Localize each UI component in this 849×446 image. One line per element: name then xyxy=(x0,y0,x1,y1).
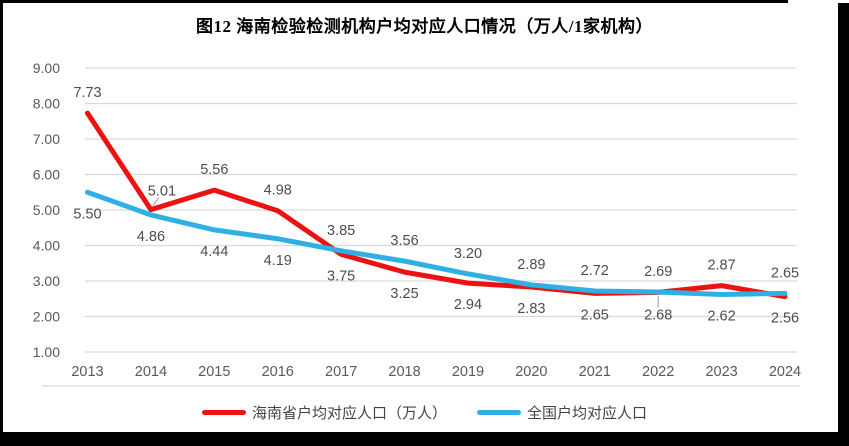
legend-label-hainan: 海南省户均对应人口（万人） xyxy=(251,404,447,422)
data-label-series0: 3.25 xyxy=(390,286,418,302)
data-label-series1: 5.50 xyxy=(73,206,101,222)
y-tick-label: 8.00 xyxy=(33,96,60,112)
chart-title: 图12 海南检验检测机构户均对应人口情况（万人/1家机构） xyxy=(196,17,653,36)
legend-label-national: 全国户均对应人口 xyxy=(527,404,648,422)
x-tick-label: 2021 xyxy=(579,364,611,380)
national-series-swatch-icon xyxy=(477,409,521,415)
x-tick-label: 2016 xyxy=(262,364,294,380)
data-label-series1: 3.56 xyxy=(390,233,418,249)
data-label-series0: 5.01 xyxy=(148,184,176,200)
x-tick-label: 2024 xyxy=(769,364,801,380)
data-label-series0: 3.75 xyxy=(327,268,355,284)
x-tick-label: 2020 xyxy=(515,364,547,380)
x-tick-label: 2015 xyxy=(198,364,230,380)
data-label-series0: 4.98 xyxy=(264,183,292,199)
y-tick-label: 2.00 xyxy=(33,309,60,325)
x-tick-label: 2014 xyxy=(135,364,167,380)
data-label-series0: 2.83 xyxy=(517,301,545,317)
data-label-series0: 2.94 xyxy=(454,297,482,313)
frame-border-right xyxy=(838,3,849,446)
data-label-series1: 3.85 xyxy=(327,223,355,239)
data-label-series1: 4.19 xyxy=(264,253,292,269)
leader-line xyxy=(152,197,160,207)
chart-legend: 海南省户均对应人口（万人） 全国户均对应人口 xyxy=(0,400,849,424)
frame-border-bottom xyxy=(0,432,849,446)
x-tick-label: 2013 xyxy=(71,364,103,380)
data-label-series1: 2.65 xyxy=(771,265,799,281)
y-tick-label: 7.00 xyxy=(33,131,60,147)
x-tick-label: 2018 xyxy=(388,364,420,380)
y-tick-label: 5.00 xyxy=(33,202,60,218)
data-label-series0: 5.56 xyxy=(200,162,228,178)
data-label-series0: 2.65 xyxy=(581,307,609,323)
data-label-series1: 2.72 xyxy=(581,263,609,279)
y-tick-label: 1.00 xyxy=(33,344,60,360)
data-label-series0: 2.56 xyxy=(771,311,799,327)
data-label-series1: 4.44 xyxy=(200,244,228,260)
x-tick-label: 2019 xyxy=(452,364,484,380)
hainan-series-swatch-icon xyxy=(201,409,246,415)
legend-item-hainan: 海南省户均对应人口（万人） xyxy=(201,402,447,423)
data-label-series0: 2.68 xyxy=(644,307,672,323)
x-tick-label: 2023 xyxy=(705,364,737,380)
x-tick-label: 2022 xyxy=(642,364,674,380)
data-label-series1: 2.69 xyxy=(644,264,672,280)
y-tick-label: 9.00 xyxy=(33,60,60,76)
data-label-series1: 3.20 xyxy=(454,246,482,262)
data-label-series1: 2.89 xyxy=(517,257,545,273)
data-label-series1: 2.62 xyxy=(707,308,735,324)
data-label-series0: 2.87 xyxy=(707,258,735,274)
data-label-series0: 7.73 xyxy=(73,85,101,101)
legend-item-national: 全国户均对应人口 xyxy=(477,402,647,423)
y-tick-label: 3.00 xyxy=(33,273,60,289)
frame-border-top xyxy=(0,0,788,3)
series-line-1 xyxy=(85,189,788,297)
y-tick-label: 6.00 xyxy=(33,167,60,183)
x-tick-label: 2017 xyxy=(325,364,357,380)
data-label-series1: 4.86 xyxy=(137,229,165,245)
y-tick-label: 4.00 xyxy=(33,238,60,254)
frame-border-left xyxy=(0,0,3,446)
